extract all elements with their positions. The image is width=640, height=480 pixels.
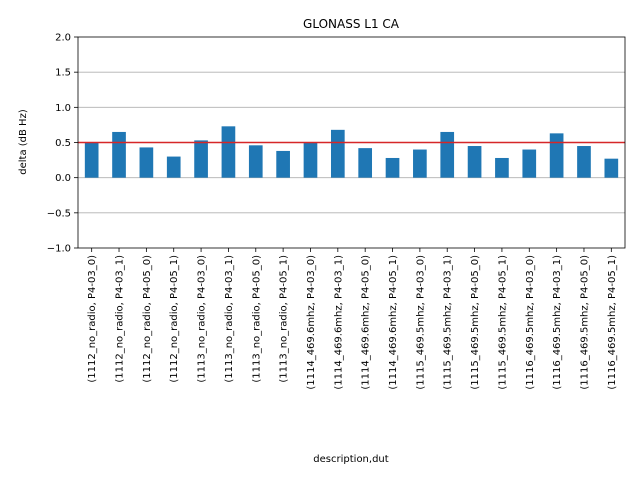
bar	[577, 146, 591, 178]
bar	[358, 148, 373, 178]
bar	[303, 142, 318, 178]
chart-title: GLONASS L1 CA	[303, 17, 400, 31]
x-tick-label: (1113_no_radio, P4-03_0)	[197, 255, 208, 383]
bar	[84, 142, 99, 178]
bar	[330, 129, 345, 178]
x-tick-label: (1113_no_radio, P4-03_1)	[224, 255, 235, 383]
x-tick-label: (1116_469.5mhz, P4-05_0)	[579, 255, 590, 390]
x-tick-label: (1112_no_radio, P4-05_0)	[142, 255, 153, 383]
bar	[221, 126, 236, 178]
y-tick-label: −1.0	[47, 244, 71, 255]
x-tick-label: (1114_469.6mhz, P4-03_0)	[306, 255, 317, 390]
y-tick-label: −0.5	[47, 208, 71, 219]
x-tick-label: (1115_469.5mhz, P4-03_1)	[443, 255, 454, 390]
x-tick-label: (1115_469.5mhz, P4-05_1)	[497, 255, 508, 390]
bar	[604, 158, 619, 178]
x-tick-label: (1115_469.5mhz, P4-03_0)	[415, 255, 426, 390]
y-tick-label: 1.0	[55, 103, 71, 114]
bar	[276, 150, 290, 178]
bar	[139, 147, 154, 178]
y-tick-label: 1.5	[55, 68, 71, 79]
x-tick-label: (1115_469.5mhz, P4-05_0)	[470, 255, 481, 390]
bar	[467, 146, 482, 178]
bar	[522, 149, 537, 178]
x-tick-label: (1112_no_radio, P4-05_1)	[169, 255, 180, 383]
bar	[413, 149, 427, 178]
bar	[166, 156, 181, 178]
y-tick-label: 2.0	[55, 33, 71, 44]
bar	[194, 140, 208, 178]
y-tick-label: 0.0	[55, 173, 71, 184]
y-axis-ticks: −1.0 −0.5 0.0 0.5 1.0 1.5 2.0	[47, 33, 78, 255]
x-tick-label: (1113_no_radio, P4-05_0)	[251, 255, 262, 383]
x-tick-label: (1112_no_radio, P4-03_0)	[87, 255, 98, 383]
x-tick-label: (1113_no_radio, P4-05_1)	[279, 255, 290, 383]
y-axis-label: delta (dB Hz)	[18, 109, 29, 175]
x-tick-label: (1114_469.6mhz, P4-03_1)	[333, 255, 344, 390]
bar	[549, 133, 564, 178]
x-tick-label: (1116_469.5mhz, P4-05_1)	[607, 255, 618, 390]
x-tick-label: (1116_469.5mhz, P4-03_0)	[525, 255, 536, 390]
bar	[385, 157, 400, 178]
bar	[440, 131, 455, 178]
bar	[495, 157, 509, 178]
x-axis-label: description,dut	[313, 454, 388, 465]
bar	[112, 131, 126, 178]
x-tick-label: (1112_no_radio, P4-03_1)	[115, 255, 126, 383]
bars	[84, 126, 619, 178]
bar	[248, 145, 263, 178]
x-axis-ticks: (1112_no_radio, P4-03_0) (1112_no_radio, …	[87, 248, 618, 390]
y-tick-label: 0.5	[55, 138, 71, 149]
x-tick-label: (1114_469.6mhz, P4-05_1)	[388, 255, 399, 390]
x-tick-label: (1114_469.6mhz, P4-05_0)	[361, 255, 372, 390]
x-tick-label: (1116_469.5mhz, P4-03_1)	[552, 255, 563, 390]
